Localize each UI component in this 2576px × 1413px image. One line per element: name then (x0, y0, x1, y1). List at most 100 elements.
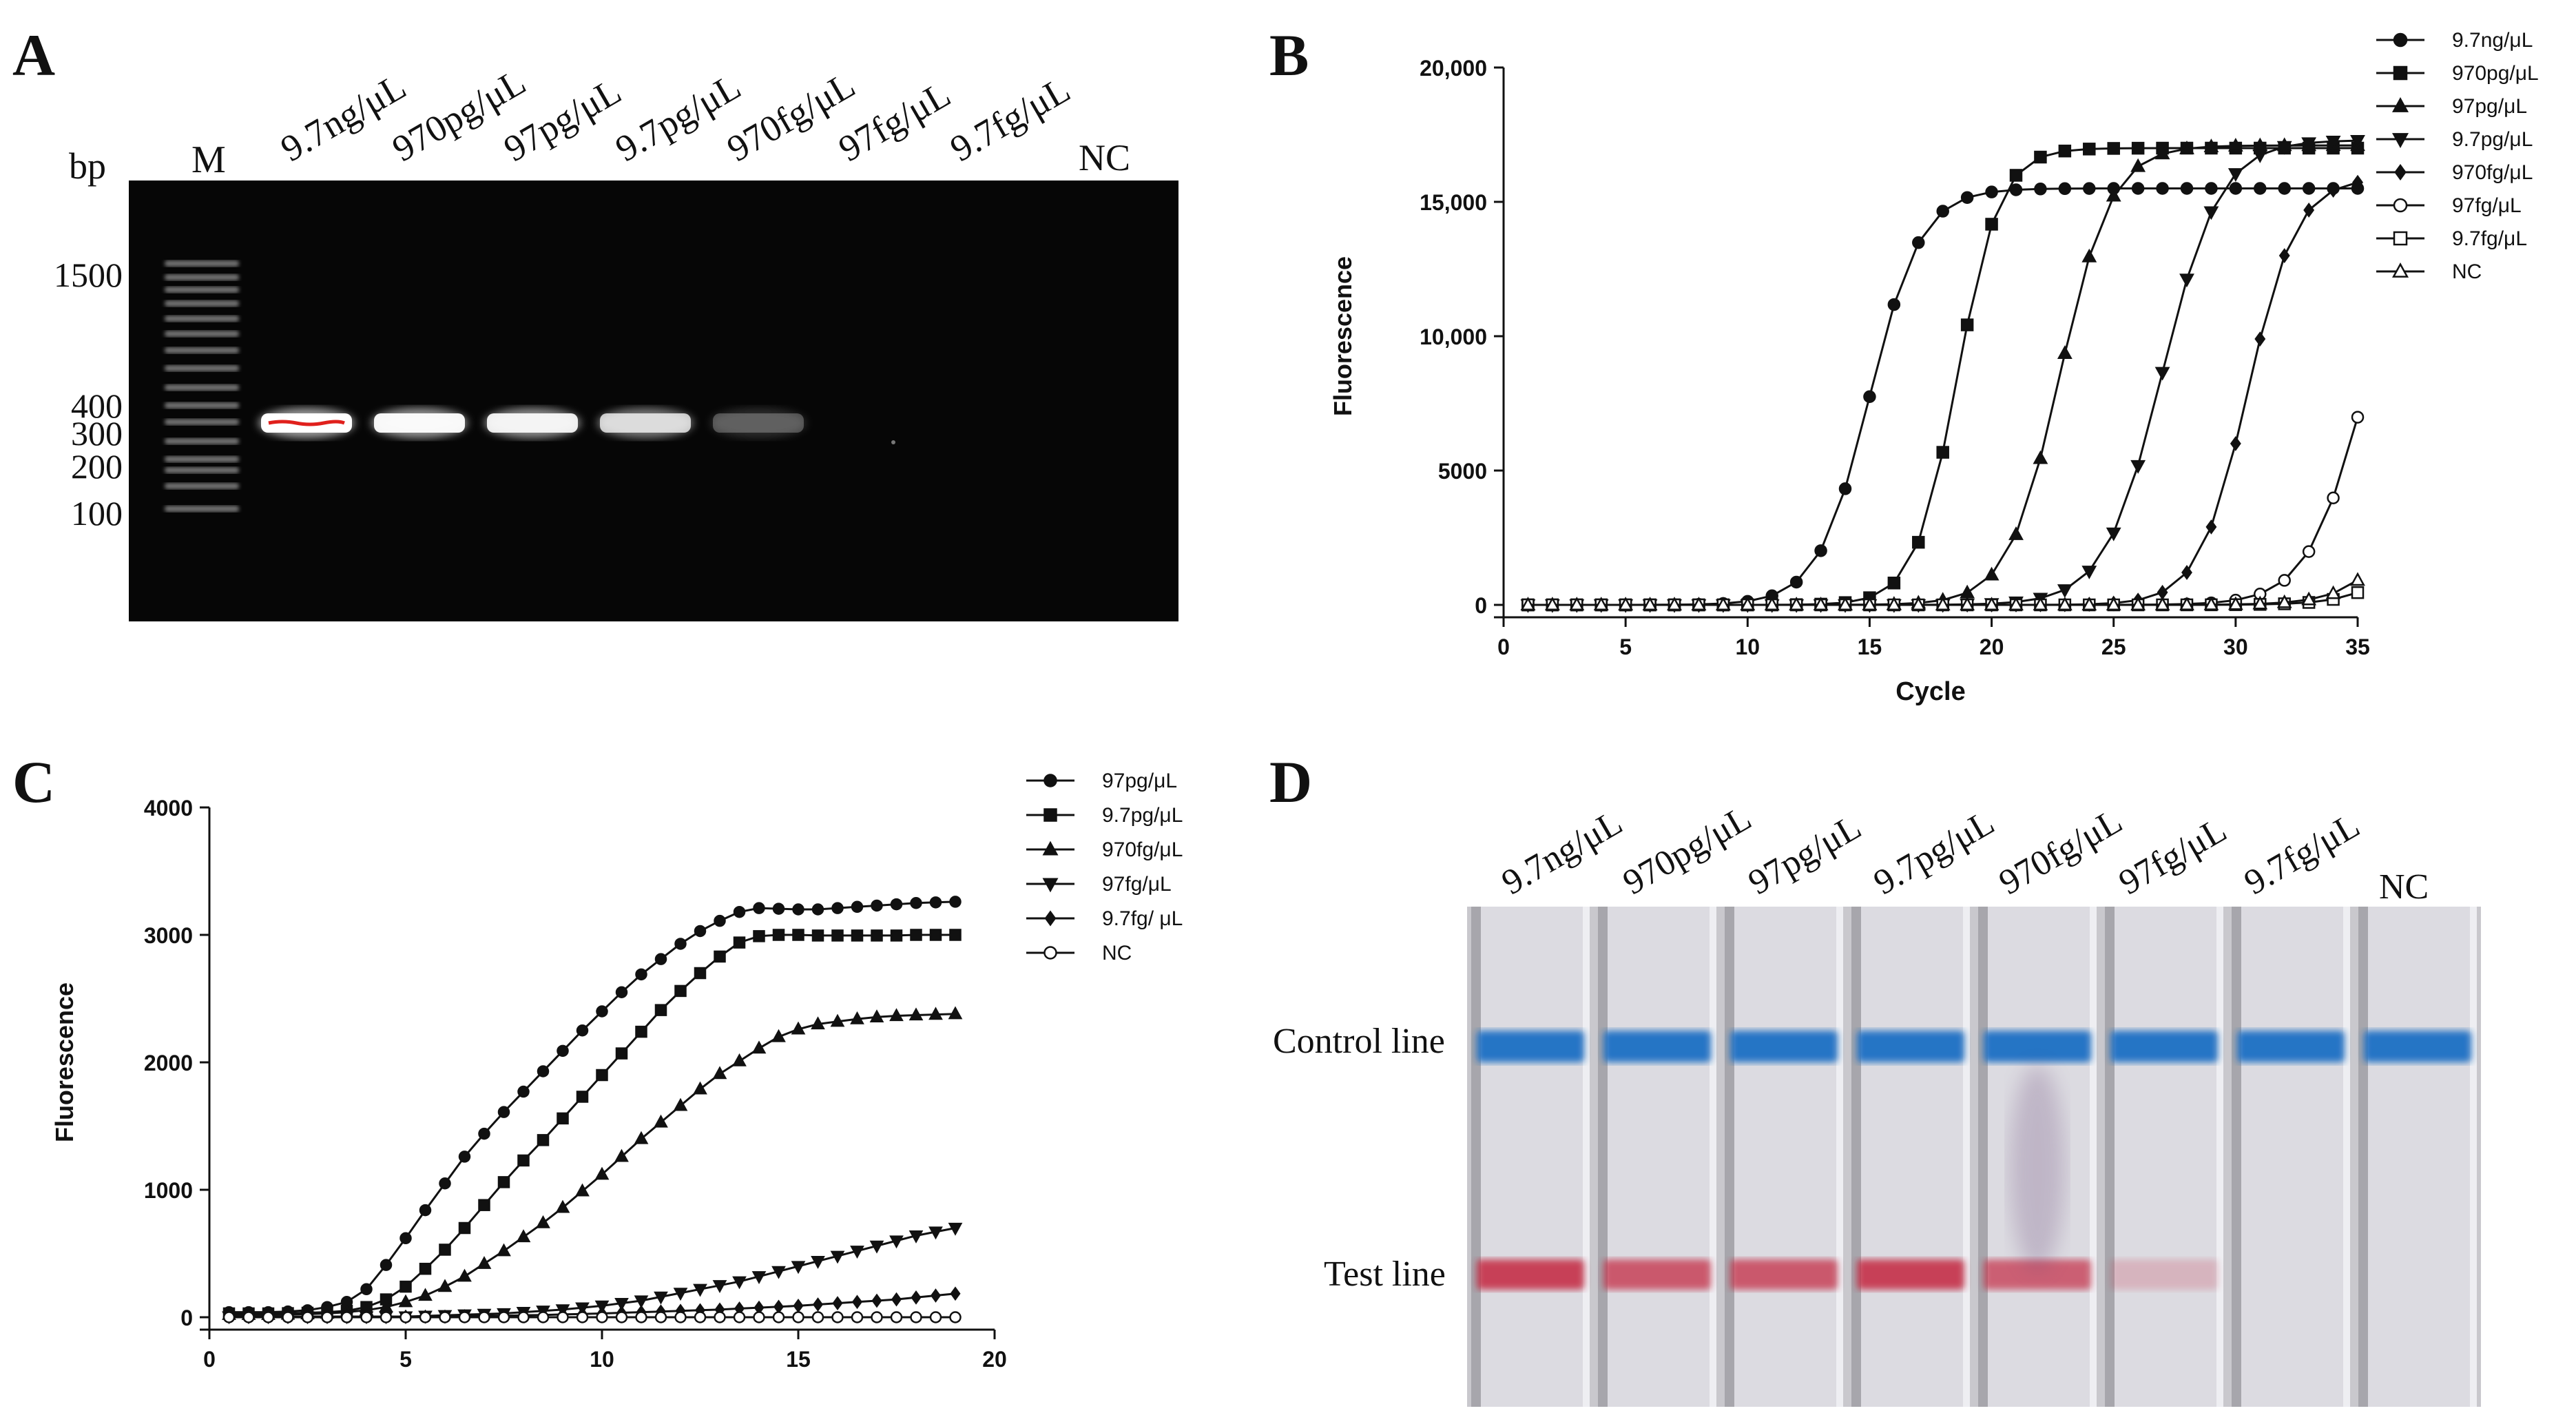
data-point (478, 1311, 490, 1323)
data-point (850, 1246, 864, 1259)
data-point (2227, 596, 2243, 610)
data-point (1984, 597, 1999, 611)
strip-photo (1467, 907, 2481, 1407)
data-point (634, 1131, 649, 1144)
data-point (2302, 545, 2316, 558)
data-point (908, 1007, 924, 1021)
data-point (714, 1311, 726, 1323)
data-point (830, 1013, 845, 1027)
series-0 (222, 896, 962, 1319)
x-tick-label: 20 (982, 1347, 1007, 1372)
data-point (399, 1232, 412, 1245)
data-point (2157, 584, 2168, 600)
data-point (242, 1311, 255, 1323)
data-point (930, 1288, 942, 1303)
data-point (634, 1295, 649, 1309)
data-point (2130, 460, 2146, 474)
data-point (753, 1311, 765, 1323)
data-point (792, 903, 804, 916)
gel-lane-label: NC (1079, 137, 1131, 178)
data-point (811, 929, 824, 942)
legend-entry: NC (2376, 260, 2482, 283)
data-point (2203, 206, 2219, 220)
control-line-label: Control line (1273, 1022, 1445, 1061)
data-point (458, 1221, 471, 1235)
legend-entry: 9.7pg/μL (1026, 804, 1183, 827)
data-point (811, 1311, 824, 1323)
ladder-band (165, 419, 239, 425)
data-point (497, 1311, 510, 1323)
legend-label: NC (2452, 260, 2482, 283)
x-tick-label: 5 (1619, 635, 1632, 659)
legend-label: 970fg/μL (1102, 838, 1183, 861)
series-line (229, 1013, 956, 1316)
x-tick-label: 15 (1858, 635, 1882, 659)
data-point (360, 1283, 373, 1296)
series-3 (222, 1222, 963, 1325)
x-axis-label: Cycle (1895, 677, 1965, 706)
control-line (1603, 1031, 1711, 1062)
data-point (712, 1066, 727, 1080)
data-point (2203, 138, 2219, 152)
x-tick-label: 15 (786, 1347, 811, 1372)
data-point (557, 1112, 569, 1125)
data-point (890, 929, 903, 942)
data-point (536, 1215, 550, 1228)
data-point (497, 1243, 511, 1257)
data-point (1862, 597, 1878, 611)
data-point (792, 1311, 804, 1323)
gel-band (597, 408, 694, 438)
x-tick-label: 35 (2345, 635, 2370, 659)
data-point (1789, 597, 1805, 611)
data-point (2327, 183, 2339, 198)
legend-entry: 9.7fg/ μL (1026, 907, 1183, 930)
data-point (437, 1279, 453, 1292)
data-point (2154, 145, 2170, 160)
data-point (851, 929, 864, 942)
data-point (1887, 577, 1901, 590)
data-point (457, 1268, 472, 1282)
data-point (419, 1311, 432, 1323)
data-point (2276, 594, 2292, 608)
data-point (478, 1199, 490, 1211)
data-point (673, 1288, 688, 1301)
data-point (928, 1226, 943, 1240)
x-tick-label: 0 (1497, 635, 1510, 659)
data-point (537, 1134, 550, 1146)
data-point (1960, 191, 1974, 204)
data-point (2057, 584, 2073, 599)
series-2 (222, 1006, 963, 1320)
data-point (673, 1097, 688, 1111)
data-point (751, 1040, 767, 1054)
data-point (832, 1296, 843, 1311)
strip-lane-label: NC (2379, 867, 2429, 907)
legend-entry: 97pg/μL (1026, 770, 1177, 792)
data-point (2252, 595, 2268, 610)
series-5 (222, 1311, 962, 1323)
test-strip (1725, 907, 1843, 1407)
data-point (793, 1298, 804, 1313)
strip-lane-label: 97pg/μL (1742, 807, 1868, 903)
strip-lane-label: 970fg/μL (1993, 801, 2129, 903)
y-tick-label: 0 (180, 1306, 193, 1330)
legend-label: 97pg/μL (2452, 95, 2527, 118)
data-point (2081, 566, 2097, 579)
ladder-band (165, 384, 239, 391)
data-point (557, 1044, 569, 1058)
data-point (871, 1311, 883, 1323)
control-line (1984, 1031, 2091, 1062)
ladder-band (165, 260, 239, 267)
legend-label: 9.7ng/μL (2452, 29, 2533, 52)
data-point (2351, 411, 2365, 424)
y-axis-label: Fluorescence (1329, 256, 1357, 416)
data-point (398, 1294, 413, 1308)
data-point (2276, 141, 2292, 155)
data-point (517, 1085, 530, 1098)
data-point (2205, 182, 2218, 195)
data-point (910, 929, 922, 941)
data-point (1691, 597, 1707, 611)
data-point (1912, 236, 1925, 249)
y-tick-label: 3000 (144, 923, 193, 948)
data-point (2254, 331, 2266, 347)
ladder-band (165, 347, 239, 353)
